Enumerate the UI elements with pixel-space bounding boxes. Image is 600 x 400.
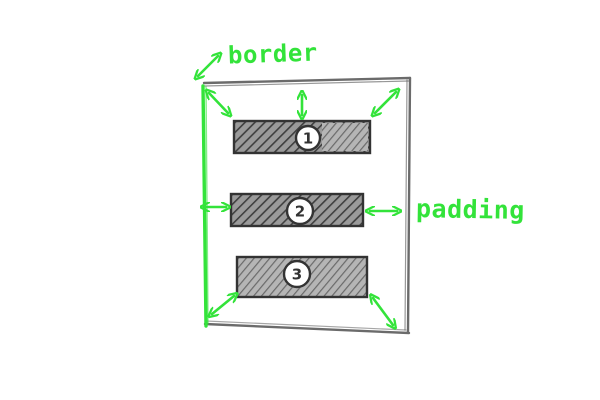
svg-text:2: 2	[295, 203, 305, 221]
svg-text:3: 3	[292, 266, 302, 284]
padding-label: padding	[415, 194, 526, 225]
arrow-top-right	[375, 92, 396, 113]
item-number-1: 1	[294, 124, 322, 152]
item-number-2: 2	[285, 196, 315, 226]
arrow-bottom-left	[212, 296, 234, 314]
arrow-border-indicator	[198, 56, 218, 76]
arrow-top-left	[209, 93, 228, 113]
container-outline	[202, 76, 412, 335]
svg-text:1: 1	[303, 130, 313, 148]
border-label: border	[227, 38, 319, 70]
item-number-3: 3	[282, 259, 312, 289]
arrow-bottom-right	[373, 298, 393, 325]
